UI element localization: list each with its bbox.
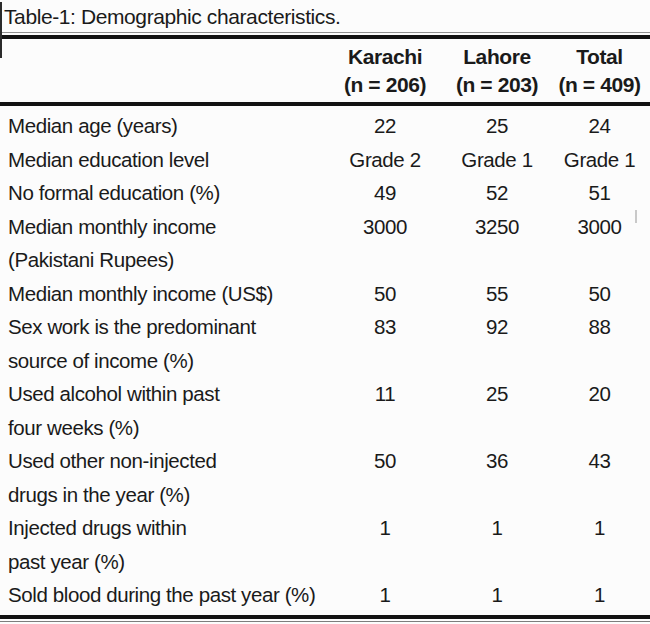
row-label-line: Used other non-injected — [8, 444, 325, 478]
cell-total: Grade 1 — [549, 143, 650, 177]
cell-total: 43 — [549, 444, 650, 478]
cell-karachi: 83 — [325, 310, 445, 344]
table-row: Sold blood during the past year (%) 1 1 … — [0, 578, 650, 612]
cell-total: 50 — [549, 277, 650, 311]
row-label-line: No formal education (%) — [8, 176, 325, 210]
row-label-line: Median monthly income — [8, 210, 325, 244]
cell-karachi: 22 — [325, 109, 445, 143]
row-label-line: Median age (years) — [8, 109, 325, 143]
table-row: Median monthly income (US$) 50 55 50 — [0, 277, 650, 311]
cell-lahore: 1 — [445, 578, 549, 612]
table-body: Median age (years) 22 25 24 Median educa… — [0, 106, 650, 615]
scan-speck-artifact — [635, 210, 637, 223]
row-label-line: four weeks (%) — [8, 411, 325, 445]
header-total-label: Total — [549, 43, 650, 71]
row-label-line: source of income (%) — [8, 344, 325, 378]
cell-lahore: 92 — [445, 310, 549, 344]
table-row: Sex work is the predominantsource of inc… — [0, 310, 650, 377]
cell-karachi: 3000 — [325, 210, 445, 244]
cell-karachi: 1 — [325, 578, 445, 612]
cell-karachi: Grade 2 — [325, 143, 445, 177]
row-label: Sold blood during the past year (%) — [0, 578, 325, 612]
cell-total: 88 — [549, 310, 650, 344]
row-label: Used other non-injecteddrugs in the year… — [0, 444, 325, 511]
header-total-n: (n = 409) — [549, 71, 650, 99]
cell-total: 51 — [549, 176, 650, 210]
row-label-line: Median monthly income (US$) — [8, 277, 325, 311]
header-lahore: Lahore (n = 203) — [445, 43, 549, 99]
row-label: Median education level — [0, 143, 325, 177]
cell-karachi: 1 — [325, 511, 445, 545]
row-label: Used alcohol within pastfour weeks (%) — [0, 377, 325, 444]
cell-lahore: 55 — [445, 277, 549, 311]
table-row: Median age (years) 22 25 24 — [0, 109, 650, 143]
cell-karachi: 50 — [325, 277, 445, 311]
table-row: Used alcohol within pastfour weeks (%) 1… — [0, 377, 650, 444]
cell-lahore: 52 — [445, 176, 549, 210]
table-row: Median monthly income(Pakistani Rupees) … — [0, 210, 650, 277]
row-label-line: (Pakistani Rupees) — [8, 243, 325, 277]
row-label: Sex work is the predominantsource of inc… — [0, 310, 325, 377]
row-label: Median monthly income(Pakistani Rupees) — [0, 210, 325, 277]
row-label: Median monthly income (US$) — [0, 277, 325, 311]
table-row: Median education level Grade 2 Grade 1 G… — [0, 143, 650, 177]
cell-total: 1 — [549, 578, 650, 612]
cell-total: 1 — [549, 511, 650, 545]
scan-edge-artifact — [0, 2, 2, 58]
cell-total: 24 — [549, 109, 650, 143]
row-label: Median age (years) — [0, 109, 325, 143]
table-row: Used other non-injecteddrugs in the year… — [0, 444, 650, 511]
table-row: No formal education (%) 49 52 51 — [0, 176, 650, 210]
row-label-line: past year (%) — [8, 545, 325, 579]
row-label-line: Sex work is the predominant — [8, 310, 325, 344]
table-title: Table-1: Demographic characteristics. — [0, 0, 650, 32]
table-row: Injected drugs withinpast year (%) 1 1 1 — [0, 511, 650, 578]
row-label: Injected drugs withinpast year (%) — [0, 511, 325, 578]
bottom-double-rule — [0, 615, 650, 622]
row-label-line: Sold blood during the past year (%) — [8, 578, 325, 612]
cell-lahore: 25 — [445, 109, 549, 143]
cell-lahore: 25 — [445, 377, 549, 411]
cell-karachi: 49 — [325, 176, 445, 210]
header-total: Total (n = 409) — [549, 43, 650, 99]
cell-lahore: 3250 — [445, 210, 549, 244]
header-empty-cell — [0, 43, 325, 99]
row-label-line: Used alcohol within past — [8, 377, 325, 411]
header-karachi-n: (n = 206) — [325, 71, 445, 99]
scanned-paper-table: Table-1: Demographic characteristics. Ka… — [0, 0, 650, 624]
cell-lahore: 36 — [445, 444, 549, 478]
header-karachi: Karachi (n = 206) — [325, 43, 445, 99]
top-double-rule — [0, 32, 650, 39]
row-label-line: Injected drugs within — [8, 511, 325, 545]
table-header-row: Karachi (n = 206) Lahore (n = 203) Total… — [0, 39, 650, 102]
cell-karachi: 11 — [325, 377, 445, 411]
cell-karachi: 50 — [325, 444, 445, 478]
cell-total: 20 — [549, 377, 650, 411]
row-label: No formal education (%) — [0, 176, 325, 210]
header-lahore-label: Lahore — [445, 43, 549, 71]
cell-lahore: 1 — [445, 511, 549, 545]
row-label-line: drugs in the year (%) — [8, 478, 325, 512]
cell-lahore: Grade 1 — [445, 143, 549, 177]
header-karachi-label: Karachi — [325, 43, 445, 71]
row-label-line: Median education level — [8, 143, 325, 177]
header-lahore-n: (n = 203) — [445, 71, 549, 99]
